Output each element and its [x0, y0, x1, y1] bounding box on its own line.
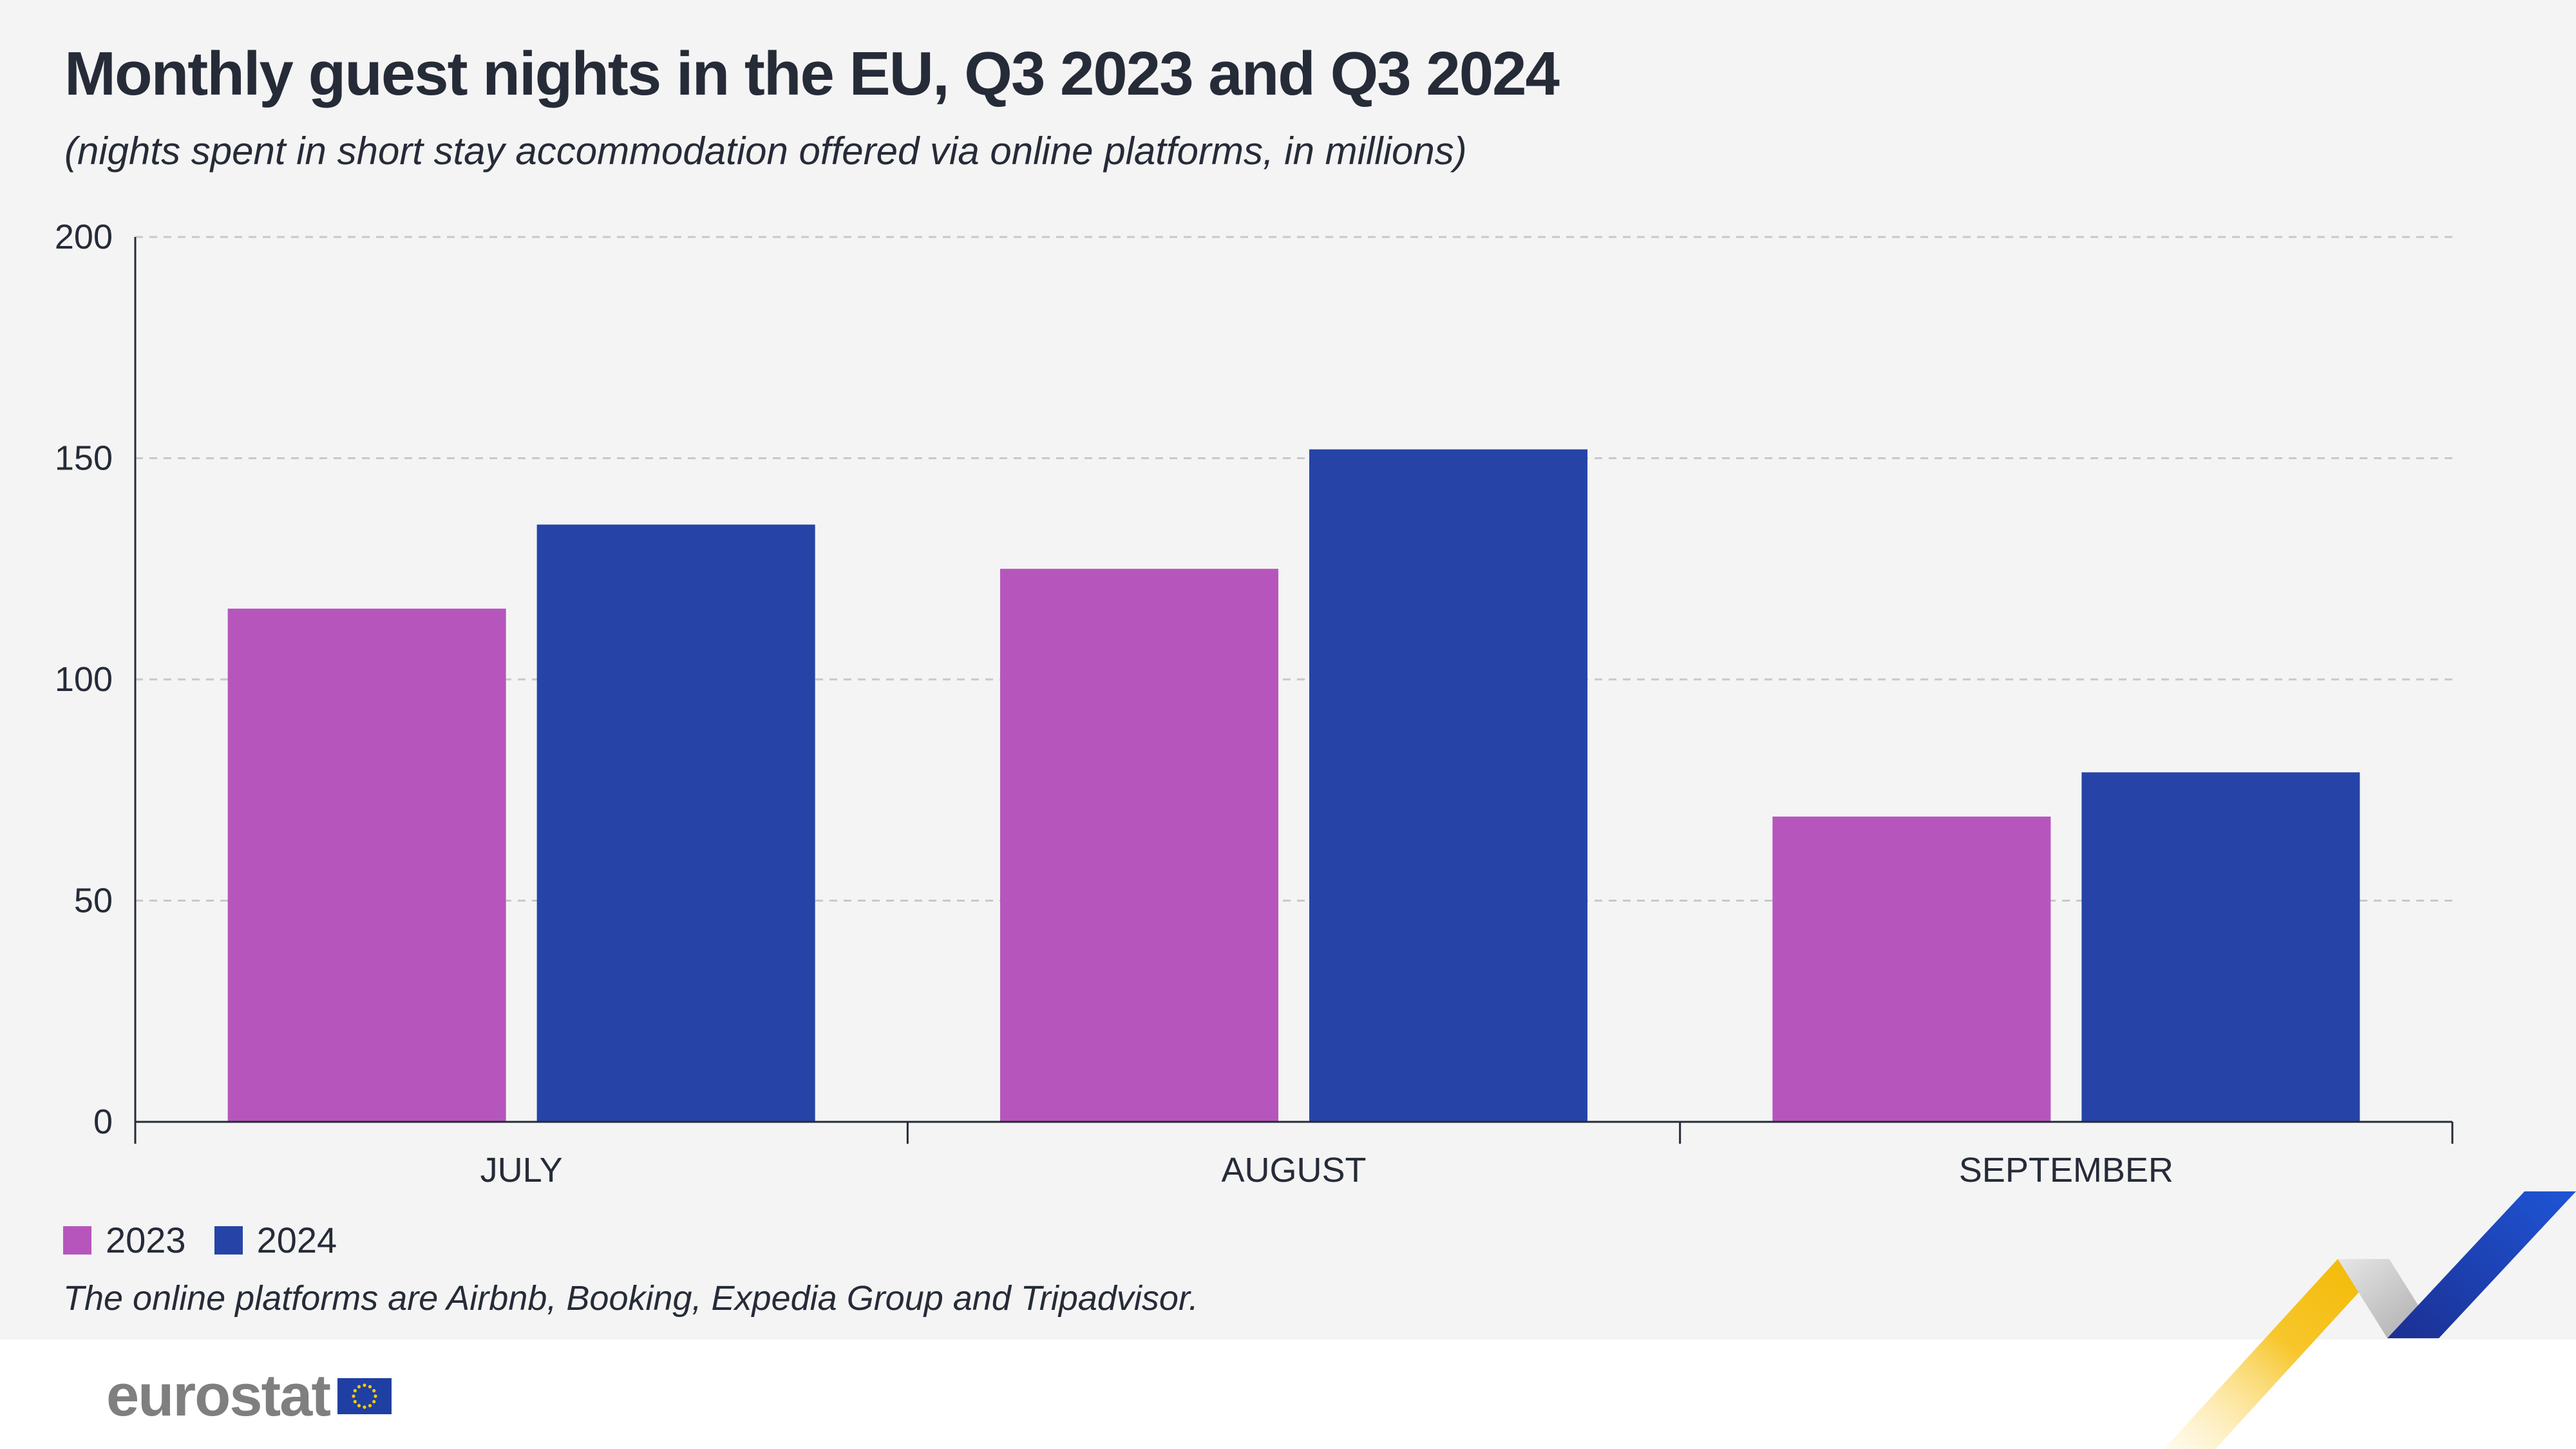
legend-swatch-2023 [63, 1226, 91, 1255]
legend-item-2024: 2024 [214, 1219, 337, 1261]
footnote: The online platforms are Airbnb, Booking… [63, 1279, 1198, 1318]
legend-label-2023: 2023 [106, 1220, 186, 1260]
flag-star [357, 1403, 361, 1407]
flag-star [363, 1383, 366, 1387]
y-tick-label: 200 [55, 218, 113, 256]
legend: 2023 2024 [63, 1219, 365, 1261]
flag-star [363, 1405, 366, 1409]
decorative-ribbon [2164, 1191, 2576, 1449]
chart-title: Monthly guest nights in the EU, Q3 2023 … [64, 39, 1560, 108]
bar-2023-july [227, 609, 506, 1122]
axes [134, 237, 2454, 1144]
chart-subtitle: (nights spent in short stay accommodatio… [64, 129, 1467, 173]
flag-star [372, 1399, 376, 1403]
bar-2023-september [1772, 816, 2051, 1122]
eu-flag-icon [337, 1378, 392, 1414]
bar-2024-september [2081, 772, 2360, 1122]
flag-star [352, 1394, 355, 1398]
bar-2023-august [1000, 569, 1278, 1122]
flag-star [353, 1399, 357, 1403]
flag-star [368, 1403, 372, 1407]
bars [227, 449, 2360, 1122]
flag-star [372, 1388, 376, 1392]
y-tick-label: 150 [55, 439, 113, 478]
y-tick-labels: 0 50 100 150 200 [55, 218, 113, 1141]
footer-band [0, 1340, 2576, 1449]
flag-star [357, 1385, 361, 1388]
flag-star [353, 1388, 357, 1392]
flag-star [368, 1385, 372, 1388]
legend-label-2024: 2024 [256, 1220, 337, 1260]
x-tick-label: AUGUST [1221, 1151, 1366, 1189]
legend-item-2023: 2023 [63, 1219, 186, 1261]
gridlines [135, 236, 2452, 902]
bar-2024-august [1309, 449, 1587, 1122]
y-tick-label: 100 [55, 660, 113, 699]
eurostat-wordmark: eurostat [106, 1363, 331, 1428]
x-tick-label: SEPTEMBER [1959, 1151, 2174, 1189]
eurostat-logo: eurostat [106, 1362, 392, 1430]
flag-star [374, 1394, 377, 1398]
legend-swatch-2024 [214, 1226, 243, 1255]
x-tick-label: JULY [480, 1151, 563, 1189]
x-tick-labels: JULY AUGUST SEPTEMBER [480, 1151, 2174, 1189]
bar-2024-july [536, 524, 815, 1122]
y-tick-label: 50 [74, 882, 113, 920]
y-tick-label: 0 [93, 1103, 113, 1141]
bar-chart: 0 50 100 150 200 JULY AUGUST SEPTEMBER [55, 218, 2454, 1189]
